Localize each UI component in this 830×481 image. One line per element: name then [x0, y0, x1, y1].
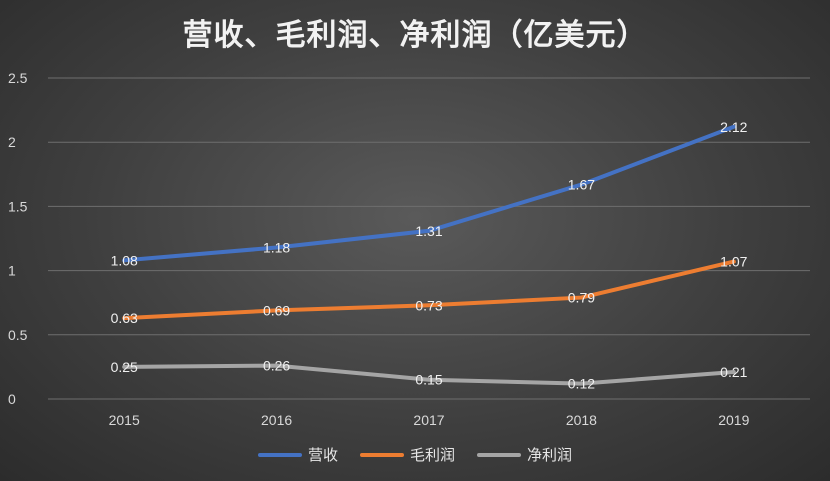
- y-tick-label: 2.5: [8, 70, 28, 86]
- y-tick-label: 1: [8, 263, 16, 279]
- series-line: [122, 259, 736, 321]
- data-label: 0.73: [415, 297, 442, 313]
- x-tick-label: 2019: [718, 412, 749, 428]
- data-label: 0.25: [111, 359, 138, 375]
- series-line: [122, 363, 736, 386]
- y-tick-label: 0.5: [8, 327, 28, 343]
- legend-label: 净利润: [527, 446, 573, 464]
- x-tick-label: 2017: [413, 412, 444, 428]
- legend-swatch: [477, 452, 521, 457]
- chart-title: 营收、毛利润、净利润（亿美元）: [182, 18, 648, 53]
- data-label: 2.12: [720, 119, 747, 135]
- x-tick-label: 2016: [261, 412, 292, 428]
- data-label: 1.18: [263, 239, 290, 255]
- data-label: 1.07: [720, 254, 747, 270]
- data-label: 0.12: [568, 376, 595, 392]
- data-label: 0.63: [111, 310, 138, 326]
- legend-item: 毛利润: [359, 444, 455, 465]
- x-tick-label: 2015: [109, 412, 140, 428]
- legend-swatch: [359, 452, 404, 457]
- data-label: 0.21: [720, 364, 747, 380]
- legend-swatch: [257, 452, 302, 457]
- y-tick-label: 1.5: [8, 198, 28, 214]
- data-label: 0.69: [263, 302, 290, 318]
- legend-item: 净利润: [477, 444, 572, 465]
- legend-label: 营收: [307, 446, 338, 464]
- data-label: 0.79: [568, 290, 595, 306]
- data-label: 1.08: [111, 252, 138, 268]
- legend: 营收 毛利润 净利润: [0, 444, 830, 465]
- data-label: 1.67: [568, 177, 595, 193]
- y-tick-label: 2: [8, 134, 16, 150]
- data-label: 0.15: [415, 372, 442, 388]
- y-tick-label: 0: [8, 391, 16, 407]
- series-line: [122, 124, 736, 263]
- legend-item: 营收: [257, 444, 338, 465]
- data-label: 0.26: [263, 358, 290, 374]
- data-label: 1.31: [415, 223, 442, 239]
- legend-label: 毛利润: [409, 446, 455, 464]
- x-tick-label: 2018: [566, 412, 597, 428]
